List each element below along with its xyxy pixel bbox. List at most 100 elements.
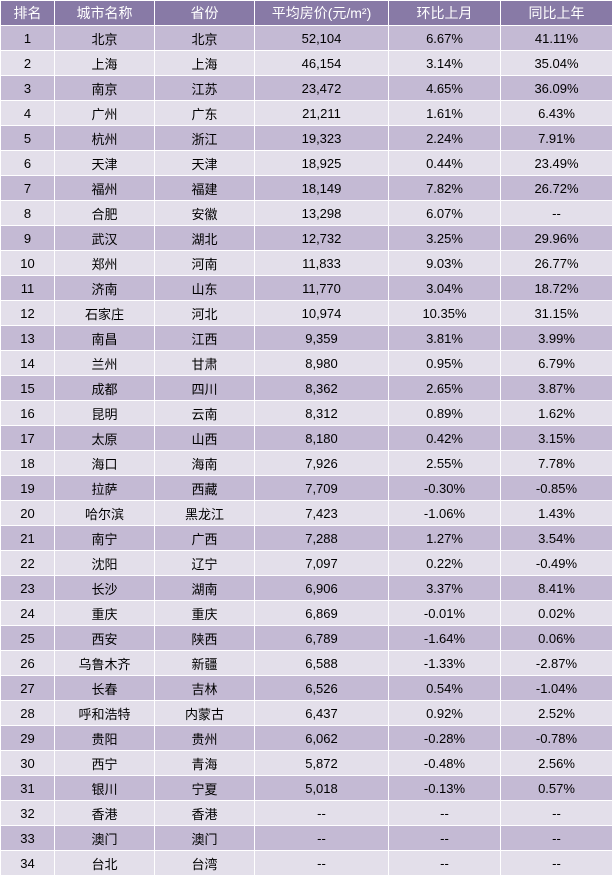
cell-yoy: 0.57%	[501, 776, 613, 801]
table-row: 19拉萨西藏7,709-0.30%-0.85%	[1, 476, 613, 501]
table-row: 4广州广东21,2111.61%6.43%	[1, 101, 613, 126]
cell-city: 兰州	[55, 351, 155, 376]
cell-rank: 3	[1, 76, 55, 101]
cell-province: 香港	[155, 801, 255, 826]
cell-province: 江苏	[155, 76, 255, 101]
cell-city: 南宁	[55, 526, 155, 551]
table-row: 24重庆重庆6,869-0.01%0.02%	[1, 601, 613, 626]
cell-price: 7,926	[255, 451, 389, 476]
cell-province: 湖北	[155, 226, 255, 251]
cell-rank: 8	[1, 201, 55, 226]
cell-province: 青海	[155, 751, 255, 776]
cell-rank: 28	[1, 701, 55, 726]
cell-mom: 3.14%	[389, 51, 501, 76]
cell-yoy: -2.87%	[501, 651, 613, 676]
column-header-rank: 排名	[1, 1, 55, 26]
cell-rank: 12	[1, 301, 55, 326]
cell-mom: -0.28%	[389, 726, 501, 751]
cell-yoy: 26.77%	[501, 251, 613, 276]
cell-mom: -0.13%	[389, 776, 501, 801]
cell-rank: 30	[1, 751, 55, 776]
cell-province: 西藏	[155, 476, 255, 501]
cell-price: 10,974	[255, 301, 389, 326]
table-row: 26乌鲁木齐新疆6,588-1.33%-2.87%	[1, 651, 613, 676]
table-row: 23长沙湖南6,9063.37%8.41%	[1, 576, 613, 601]
cell-province: 澳门	[155, 826, 255, 851]
cell-mom: --	[389, 801, 501, 826]
cell-mom: 10.35%	[389, 301, 501, 326]
table-row: 7福州福建18,1497.82%26.72%	[1, 176, 613, 201]
cell-province: 云南	[155, 401, 255, 426]
column-header-city: 城市名称	[55, 1, 155, 26]
cell-province: 海南	[155, 451, 255, 476]
table-row: 27长春吉林6,5260.54%-1.04%	[1, 676, 613, 701]
cell-mom: -0.01%	[389, 601, 501, 626]
cell-mom: 2.55%	[389, 451, 501, 476]
cell-yoy: 6.43%	[501, 101, 613, 126]
column-header-yoy: 同比上年	[501, 1, 613, 26]
cell-city: 乌鲁木齐	[55, 651, 155, 676]
cell-city: 成都	[55, 376, 155, 401]
cell-province: 江西	[155, 326, 255, 351]
table-row: 16昆明云南8,3120.89%1.62%	[1, 401, 613, 426]
table-header: 排名城市名称省份平均房价(元/m²)环比上月同比上年	[1, 1, 613, 26]
cell-price: 8,312	[255, 401, 389, 426]
cell-rank: 32	[1, 801, 55, 826]
cell-city: 南昌	[55, 326, 155, 351]
cell-rank: 20	[1, 501, 55, 526]
table-row: 25西安陕西6,789-1.64%0.06%	[1, 626, 613, 651]
table-row: 29贵阳贵州6,062-0.28%-0.78%	[1, 726, 613, 751]
cell-yoy: --	[501, 201, 613, 226]
cell-rank: 22	[1, 551, 55, 576]
housing-price-table: 排名城市名称省份平均房价(元/m²)环比上月同比上年 1北京北京52,1046.…	[0, 0, 613, 876]
cell-price: 13,298	[255, 201, 389, 226]
cell-city: 武汉	[55, 226, 155, 251]
table-body: 1北京北京52,1046.67%41.11%2上海上海46,1543.14%35…	[1, 26, 613, 876]
cell-price: 8,362	[255, 376, 389, 401]
cell-city: 杭州	[55, 126, 155, 151]
cell-province: 宁夏	[155, 776, 255, 801]
table-row: 9武汉湖北12,7323.25%29.96%	[1, 226, 613, 251]
cell-price: 52,104	[255, 26, 389, 51]
cell-rank: 23	[1, 576, 55, 601]
cell-province: 贵州	[155, 726, 255, 751]
cell-yoy: 35.04%	[501, 51, 613, 76]
cell-price: 6,062	[255, 726, 389, 751]
table-row: 30西宁青海5,872-0.48%2.56%	[1, 751, 613, 776]
cell-price: 6,588	[255, 651, 389, 676]
cell-yoy: 3.54%	[501, 526, 613, 551]
cell-yoy: 0.06%	[501, 626, 613, 651]
table-row: 11济南山东11,7703.04%18.72%	[1, 276, 613, 301]
cell-province: 内蒙古	[155, 701, 255, 726]
table-row: 33澳门澳门------	[1, 826, 613, 851]
cell-price: 7,709	[255, 476, 389, 501]
cell-yoy: 23.49%	[501, 151, 613, 176]
cell-price: 8,980	[255, 351, 389, 376]
cell-rank: 19	[1, 476, 55, 501]
cell-rank: 31	[1, 776, 55, 801]
cell-yoy: 8.41%	[501, 576, 613, 601]
cell-mom: --	[389, 826, 501, 851]
table-row: 22沈阳辽宁7,0970.22%-0.49%	[1, 551, 613, 576]
table-row: 13南昌江西9,3593.81%3.99%	[1, 326, 613, 351]
table-row: 1北京北京52,1046.67%41.11%	[1, 26, 613, 51]
cell-yoy: 2.56%	[501, 751, 613, 776]
cell-province: 甘肃	[155, 351, 255, 376]
cell-province: 黑龙江	[155, 501, 255, 526]
cell-city: 福州	[55, 176, 155, 201]
cell-mom: 6.67%	[389, 26, 501, 51]
table-row: 17太原山西8,1800.42%3.15%	[1, 426, 613, 451]
cell-mom: 1.27%	[389, 526, 501, 551]
cell-mom: 2.24%	[389, 126, 501, 151]
cell-city: 上海	[55, 51, 155, 76]
column-header-price: 平均房价(元/m²)	[255, 1, 389, 26]
cell-city: 广州	[55, 101, 155, 126]
cell-rank: 1	[1, 26, 55, 51]
cell-yoy: -1.04%	[501, 676, 613, 701]
cell-yoy: 1.43%	[501, 501, 613, 526]
cell-price: 5,872	[255, 751, 389, 776]
cell-mom: -1.64%	[389, 626, 501, 651]
cell-mom: 7.82%	[389, 176, 501, 201]
cell-province: 湖南	[155, 576, 255, 601]
cell-mom: -1.33%	[389, 651, 501, 676]
